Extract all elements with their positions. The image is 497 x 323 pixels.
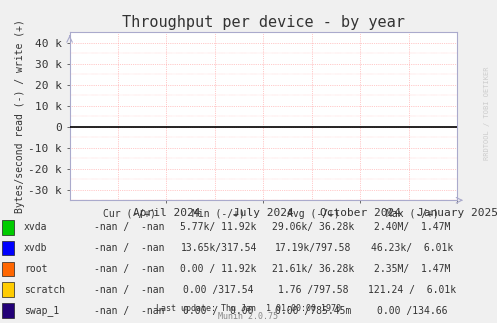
Text: 0.00 /134.66: 0.00 /134.66 bbox=[377, 306, 448, 316]
Text: 0.00 / 11.92k: 0.00 / 11.92k bbox=[180, 264, 257, 274]
FancyBboxPatch shape bbox=[2, 303, 14, 318]
Text: -nan /  -nan: -nan / -nan bbox=[94, 222, 165, 232]
Text: Cur (-/+): Cur (-/+) bbox=[103, 209, 156, 219]
Title: Throughput per device - by year: Throughput per device - by year bbox=[122, 15, 405, 30]
Text: 1.76 /797.58: 1.76 /797.58 bbox=[278, 285, 348, 295]
Text: Max (-/+): Max (-/+) bbox=[386, 209, 439, 219]
Text: 46.23k/  6.01k: 46.23k/ 6.01k bbox=[371, 243, 454, 253]
Text: 121.24 /  6.01k: 121.24 / 6.01k bbox=[368, 285, 457, 295]
Text: 0.00 /  0.00: 0.00 / 0.00 bbox=[183, 306, 254, 316]
Text: -nan /  -nan: -nan / -nan bbox=[94, 264, 165, 274]
Text: -nan /  -nan: -nan / -nan bbox=[94, 243, 165, 253]
Text: Min (-/+): Min (-/+) bbox=[192, 209, 245, 219]
Text: 17.19k/797.58: 17.19k/797.58 bbox=[275, 243, 351, 253]
Text: xvdb: xvdb bbox=[24, 243, 47, 253]
FancyBboxPatch shape bbox=[2, 262, 14, 276]
Y-axis label: Bytes/second read (-) / write (+): Bytes/second read (-) / write (+) bbox=[15, 19, 25, 213]
Text: -nan /  -nan: -nan / -nan bbox=[94, 306, 165, 316]
Text: xvda: xvda bbox=[24, 222, 47, 232]
Text: 0.00 /317.54: 0.00 /317.54 bbox=[183, 285, 254, 295]
FancyBboxPatch shape bbox=[2, 241, 14, 255]
Text: root: root bbox=[24, 264, 47, 274]
FancyBboxPatch shape bbox=[2, 220, 14, 234]
Text: 5.77k/ 11.92k: 5.77k/ 11.92k bbox=[180, 222, 257, 232]
Text: 0.00 /785.45m: 0.00 /785.45m bbox=[275, 306, 351, 316]
Text: RRDTOOL / TOBI OETIKER: RRDTOOL / TOBI OETIKER bbox=[484, 66, 490, 160]
Text: 13.65k/317.54: 13.65k/317.54 bbox=[180, 243, 257, 253]
Text: Munin 2.0.75: Munin 2.0.75 bbox=[219, 312, 278, 321]
Text: 2.40M/  1.47M: 2.40M/ 1.47M bbox=[374, 222, 451, 232]
Text: swap_1: swap_1 bbox=[24, 305, 59, 316]
Text: scratch: scratch bbox=[24, 285, 65, 295]
Text: 2.35M/  1.47M: 2.35M/ 1.47M bbox=[374, 264, 451, 274]
Text: Last update: Thu Jan  1 01:00:00 1970: Last update: Thu Jan 1 01:00:00 1970 bbox=[156, 304, 341, 313]
Text: 21.61k/ 36.28k: 21.61k/ 36.28k bbox=[272, 264, 354, 274]
Text: -nan /  -nan: -nan / -nan bbox=[94, 285, 165, 295]
FancyBboxPatch shape bbox=[2, 283, 14, 297]
Text: 29.06k/ 36.28k: 29.06k/ 36.28k bbox=[272, 222, 354, 232]
Text: Avg (-/+): Avg (-/+) bbox=[287, 209, 339, 219]
